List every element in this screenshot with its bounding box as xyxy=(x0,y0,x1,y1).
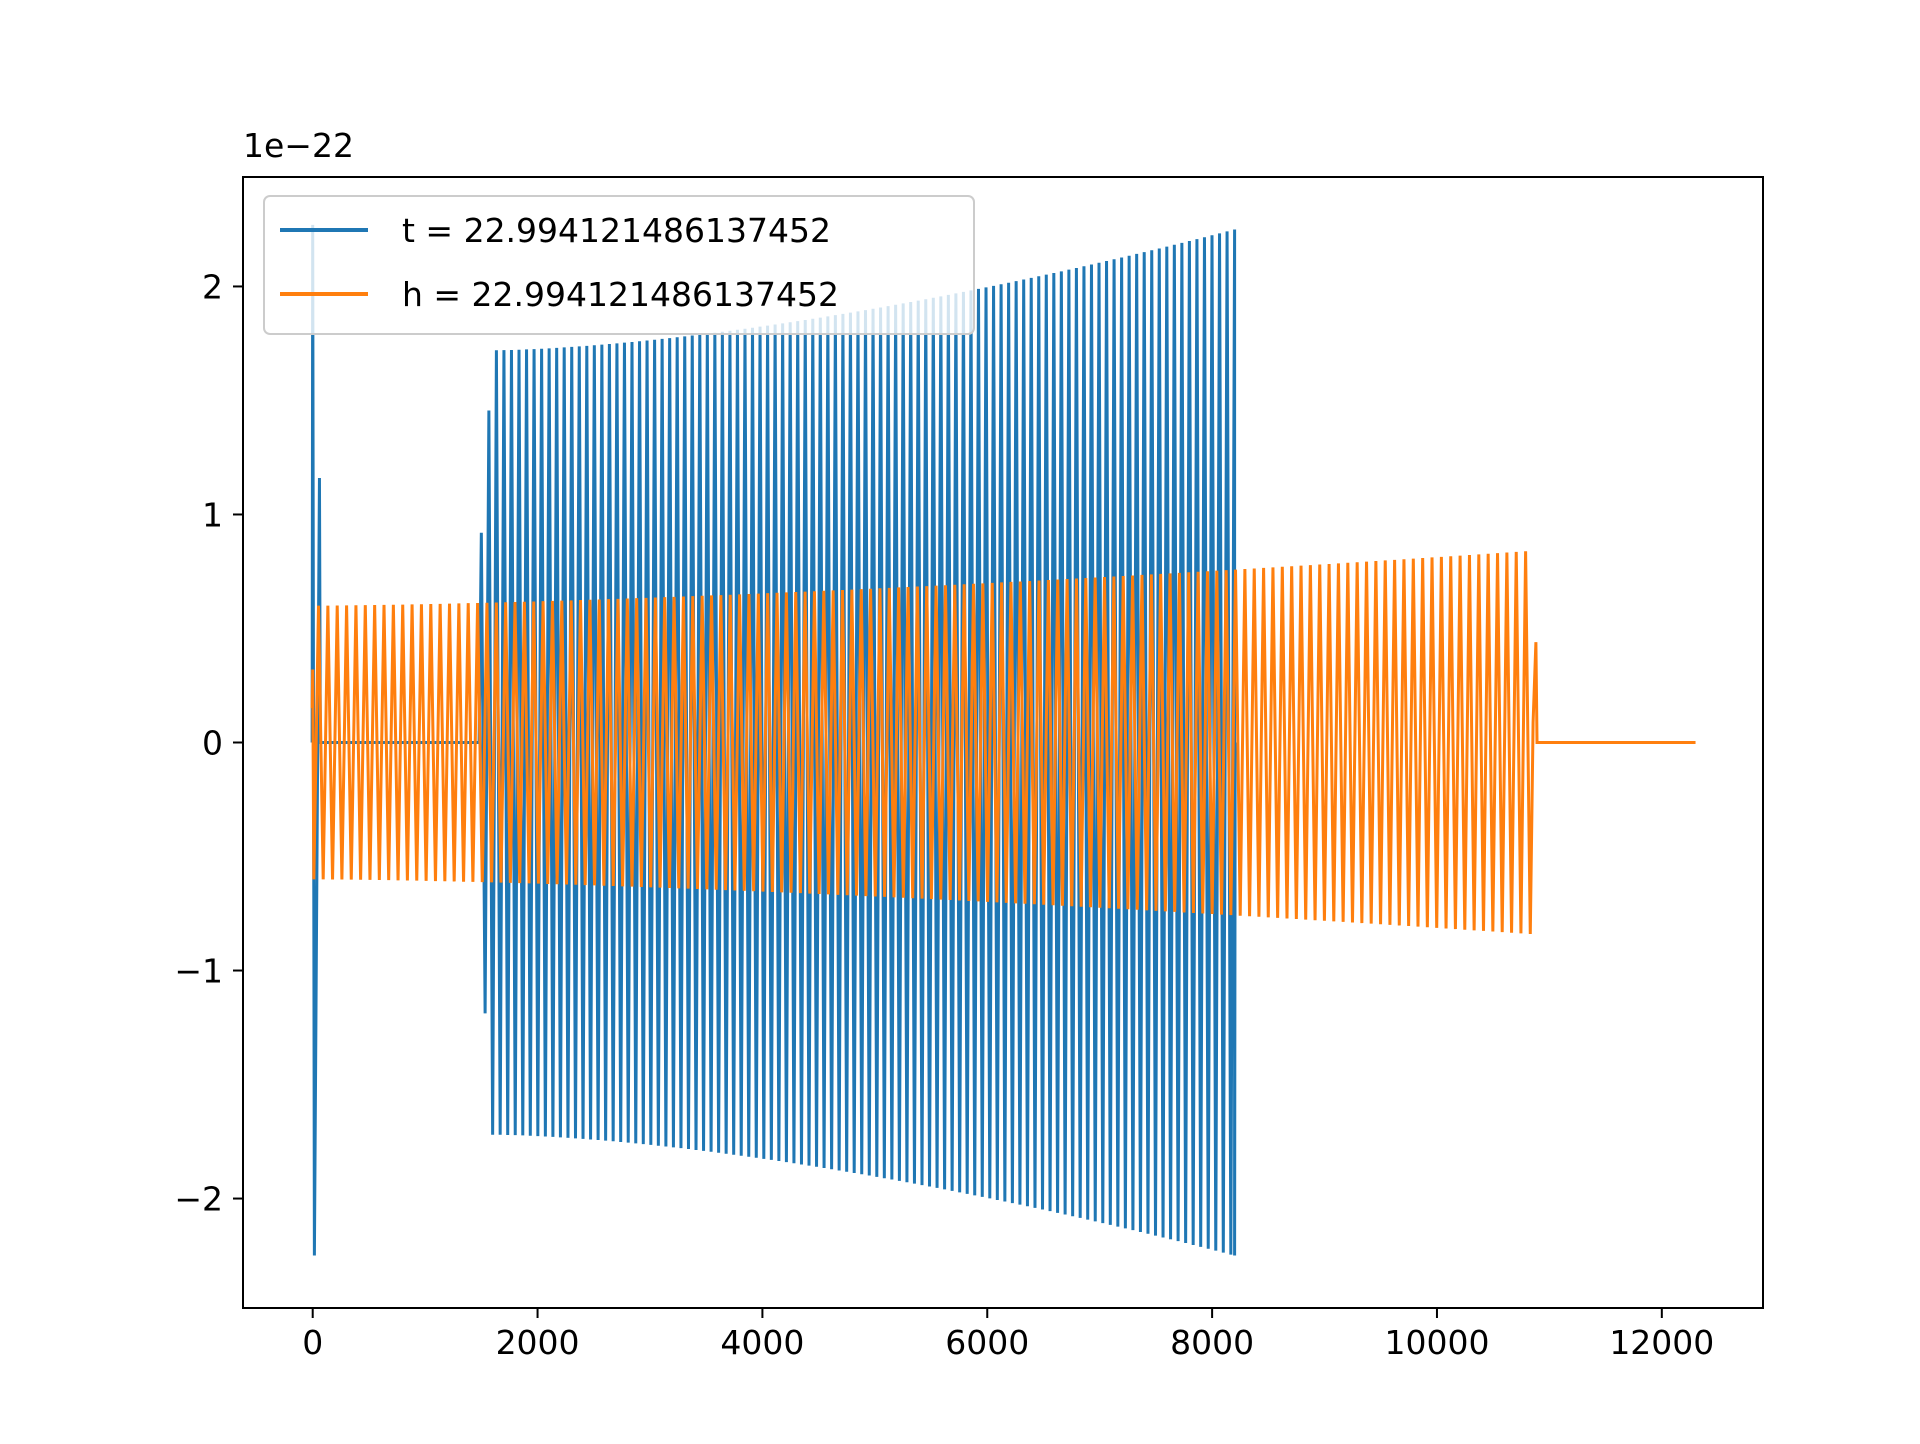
x-tick-label: 10000 xyxy=(1384,1323,1489,1362)
y-tick-label: 1 xyxy=(202,495,223,534)
y-tick-label: −1 xyxy=(174,952,223,991)
x-tick-label: 2000 xyxy=(496,1323,580,1362)
series-line-h xyxy=(310,551,1696,935)
y-tick-label: 0 xyxy=(202,724,223,763)
legend: t = 22.994121486137452 h = 22.99412148613… xyxy=(263,195,975,335)
y-axis-offset-label: 1e−22 xyxy=(243,126,354,165)
y-tick-label: −2 xyxy=(174,1180,223,1219)
legend-box xyxy=(263,195,975,335)
x-tick-label: 6000 xyxy=(945,1323,1029,1362)
x-tick-label: 12000 xyxy=(1609,1323,1714,1362)
x-tick-label: 8000 xyxy=(1170,1323,1254,1362)
legend-label: h = 22.994121486137452 xyxy=(402,275,839,314)
y-tick-label: 2 xyxy=(202,267,223,306)
x-tick-label: 4000 xyxy=(720,1323,804,1362)
axes: 0 2000 4000 6000 8000 10000 12000 −2 −1 0 1 2 1e−22 xyxy=(174,126,1764,1362)
x-tick-label: 0 xyxy=(302,1323,323,1362)
legend-label: t = 22.994121486137452 xyxy=(402,211,831,250)
